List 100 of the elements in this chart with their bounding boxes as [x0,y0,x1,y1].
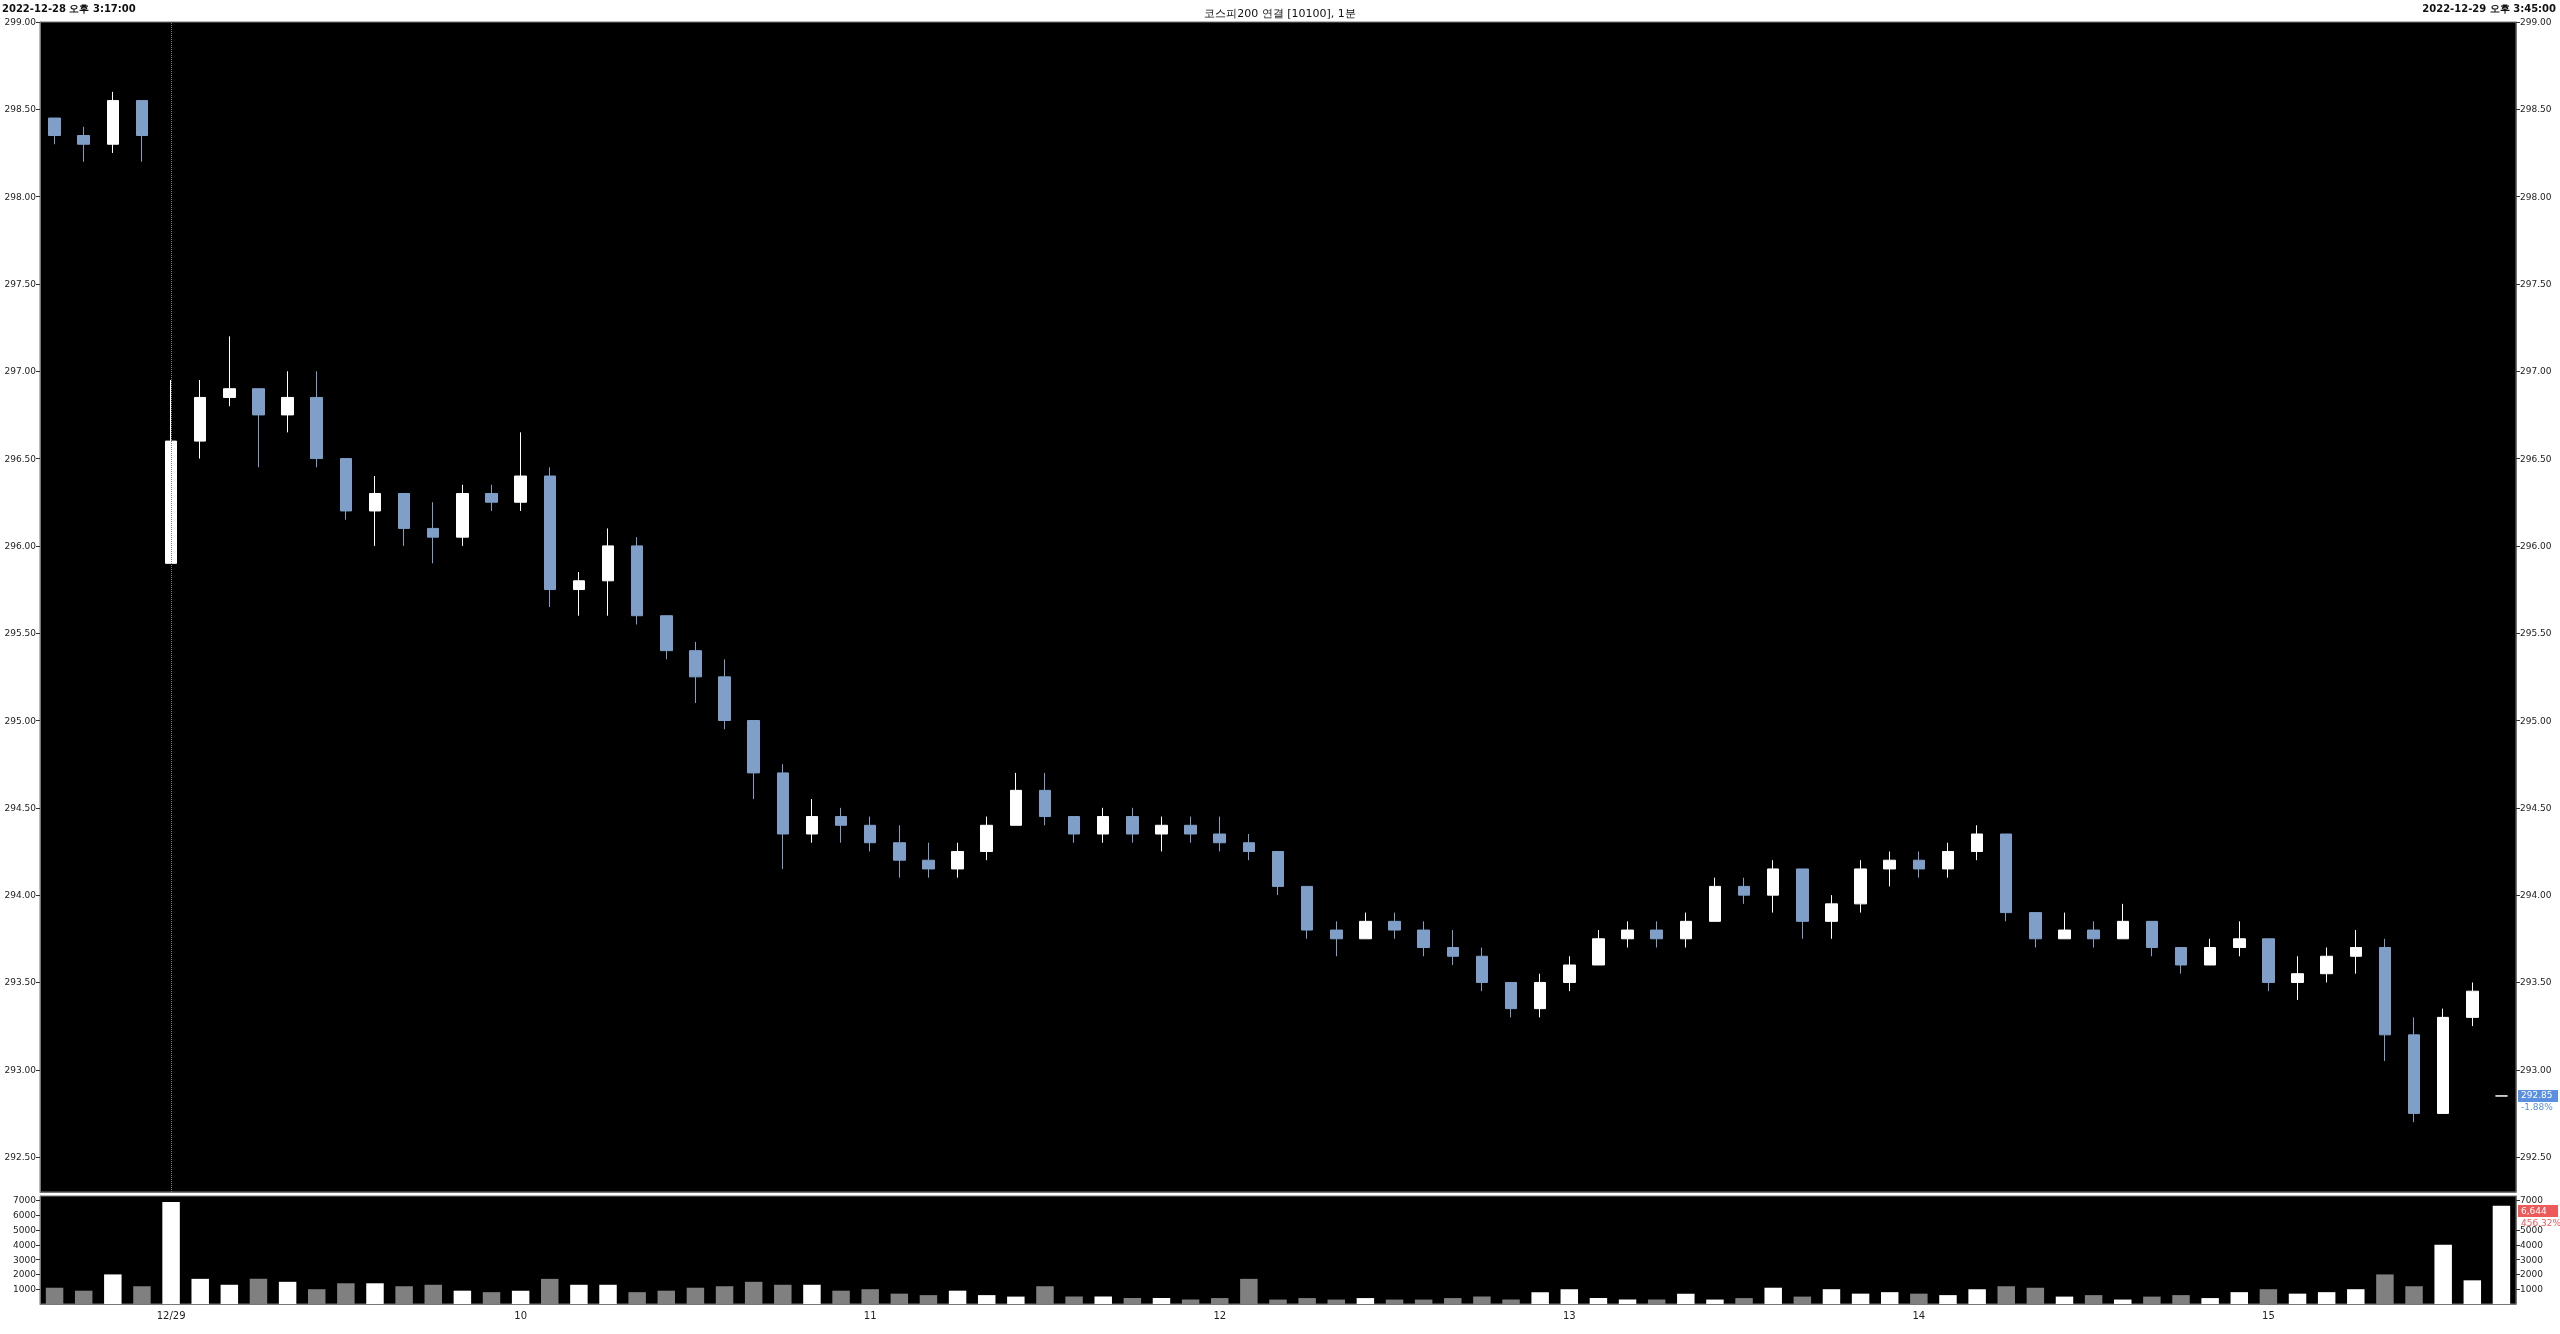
candlestick [2146,920,2158,957]
candlestick [2175,947,2187,975]
candlestick [602,527,614,617]
y-tick-label: 299.00 [4,17,37,27]
candlestick [340,458,352,521]
candlestick [806,798,818,844]
y2-tick-label: 299.00 [2520,17,2552,27]
candlestick [631,536,643,625]
candlestick [2204,938,2216,966]
candlestick [1126,807,1139,844]
candlestick [1796,868,1809,940]
candlestick [1330,920,1343,957]
candlestick [1184,816,1197,844]
candlestick [2437,1008,2449,1114]
bar [453,1290,472,1304]
candlestick [1913,850,1925,879]
y-tick-label: 2000 [13,1269,37,1280]
bar [2347,1289,2365,1304]
candlestick [660,615,673,660]
text: 456.32% [2521,1217,2560,1228]
candlestick [747,720,760,800]
candlestick [77,126,90,163]
candlestick [2029,912,2042,949]
y2-tick-label: 294.50 [2520,802,2552,813]
candlestick [1592,929,1605,966]
candlestick [2350,929,2362,975]
bar [2463,1280,2482,1304]
y-tick-label: 3000 [13,1254,37,1265]
candlestick [1621,920,1634,949]
candlestick [1505,981,1517,1018]
candlestick [310,370,323,468]
candlestick [2058,912,2071,940]
bar [977,1295,996,1304]
candlestick [864,816,876,852]
bar [599,1284,617,1304]
y-tick-label: 1000 [13,1284,37,1295]
candlestick [194,379,206,460]
candlestick [835,807,847,844]
bar [191,1278,209,1304]
y-tick-label: 294.50 [4,802,37,813]
y2-tick-label: 295.00 [2520,715,2552,726]
candlestick [252,388,265,468]
candlestick [281,370,294,433]
candlestick [1563,955,1576,992]
bar [1939,1295,1957,1304]
x-tick-label: 11 [863,1309,877,1321]
bar [948,1290,967,1304]
bar [1531,1292,1549,1304]
y-tick-label: 294.00 [4,890,37,901]
bar [570,1284,588,1304]
candlestick [1359,912,1372,940]
candlestick [485,484,498,512]
y2-tick-label: 297.50 [2520,278,2552,289]
bar [2230,1292,2249,1304]
candlestick [777,763,789,870]
y2-tick-label: 296.00 [2520,540,2552,551]
bar [220,1284,239,1304]
bar [1880,1292,1899,1304]
candlestick [456,484,469,547]
y2-tick-label: 5000 [2520,1225,2544,1236]
candlestick [1650,920,1663,949]
bar [1094,1296,1112,1304]
candlestick [922,842,935,879]
candlestick [2000,833,2012,922]
candlestick [1447,929,1459,966]
y2-tick-label: 294.00 [2520,890,2552,901]
y-tick-label: 298.50 [4,104,37,115]
candlestick [223,335,236,407]
candlestick [718,658,731,730]
bar [803,1284,821,1304]
y-tick-label: 7000 [13,1195,37,1206]
chart-title: 코스피200 연결 [10100], 1분 [1204,7,1356,20]
y-tick-label: 297.00 [4,366,37,377]
candlestick [1971,824,1983,861]
bar [1706,1299,1724,1304]
candlestick [165,379,177,564]
bar [511,1290,530,1304]
candlestick [369,475,381,547]
candlestick [1068,816,1080,844]
candlestick [2408,1016,2420,1123]
candlestick [1709,877,1721,922]
candlestick [544,466,556,608]
candlestick [980,816,993,861]
bar [2055,1296,2074,1304]
y2-tick-label: 298.00 [2520,191,2552,202]
y-tick-label: 298.00 [4,191,37,202]
y-tick-label: 297.50 [4,278,37,289]
candlestick [1417,920,1430,957]
y-tick-label: 4000 [13,1239,37,1250]
y2-tick-label: 293.00 [2520,1064,2552,1075]
candlestick [1010,772,1022,826]
y2-tick-label: 7000 [2520,1195,2544,1206]
y-tick-label: 6000 [13,1210,37,1221]
bar [1356,1298,1375,1304]
y-tick-label: 292.50 [4,1152,37,1163]
candlestick [573,571,585,617]
candlestick [1854,859,1867,914]
text: 292.85 [2521,1090,2553,1101]
bar [1764,1287,1782,1304]
y2-tick-label: 3000 [2520,1254,2544,1265]
